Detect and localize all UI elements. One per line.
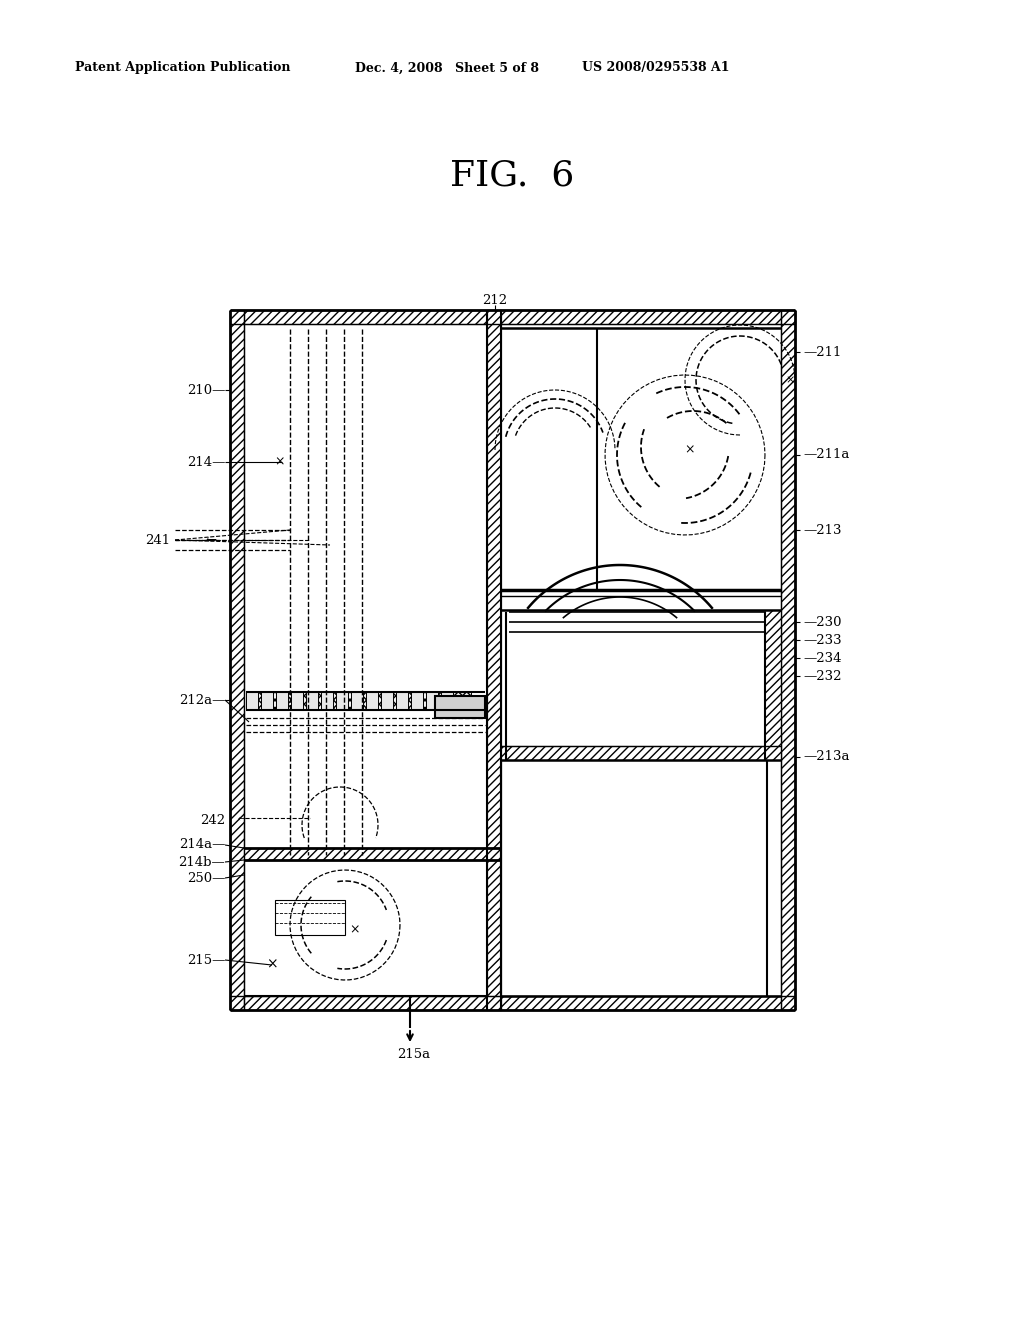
Bar bbox=[244, 847, 501, 861]
Bar bbox=[501, 746, 781, 760]
Text: 215a: 215a bbox=[397, 1048, 430, 1061]
Bar bbox=[230, 310, 244, 1010]
Bar bbox=[276, 692, 288, 710]
Text: 214b—: 214b— bbox=[178, 855, 225, 869]
Text: ×: × bbox=[350, 924, 360, 936]
Bar bbox=[261, 692, 273, 710]
Bar bbox=[366, 692, 378, 710]
Text: —211: —211 bbox=[803, 346, 842, 359]
Text: Sheet 5 of 8: Sheet 5 of 8 bbox=[455, 62, 539, 74]
Text: —233: —233 bbox=[803, 634, 842, 647]
Text: ×: × bbox=[785, 375, 795, 385]
Bar bbox=[275, 900, 345, 935]
Text: 214a—: 214a— bbox=[178, 838, 225, 851]
Bar bbox=[246, 692, 471, 710]
Text: US 2008/0295538 A1: US 2008/0295538 A1 bbox=[582, 62, 729, 74]
Text: ×: × bbox=[266, 958, 278, 972]
Text: ←: ← bbox=[238, 816, 246, 825]
Text: 214—: 214— bbox=[186, 455, 225, 469]
Text: 212: 212 bbox=[482, 293, 508, 306]
Bar bbox=[351, 692, 362, 710]
Text: 242: 242 bbox=[200, 813, 225, 826]
Text: 241: 241 bbox=[144, 533, 170, 546]
Bar bbox=[321, 692, 333, 710]
Bar bbox=[246, 692, 258, 710]
Text: 210—: 210— bbox=[186, 384, 225, 396]
Text: FIG.  6: FIG. 6 bbox=[450, 158, 574, 191]
Bar bbox=[381, 692, 393, 710]
Text: —234: —234 bbox=[803, 652, 842, 664]
Text: —213a: —213a bbox=[803, 751, 850, 763]
Text: Patent Application Publication: Patent Application Publication bbox=[75, 62, 291, 74]
Bar bbox=[244, 997, 501, 1010]
Bar bbox=[230, 997, 795, 1010]
Bar bbox=[487, 310, 501, 1010]
Text: —211a: —211a bbox=[803, 449, 849, 462]
Bar bbox=[781, 310, 795, 1010]
Text: 250—: 250— bbox=[186, 871, 225, 884]
Text: —232: —232 bbox=[803, 669, 842, 682]
Text: ×: × bbox=[685, 444, 695, 457]
Text: 215—: 215— bbox=[186, 953, 225, 966]
Bar bbox=[230, 310, 795, 323]
Bar bbox=[396, 692, 408, 710]
Bar bbox=[306, 692, 318, 710]
Bar bbox=[291, 692, 303, 710]
Bar bbox=[336, 692, 348, 710]
Text: ←: ← bbox=[205, 533, 216, 546]
Text: 212a—: 212a— bbox=[178, 693, 225, 706]
Bar bbox=[441, 692, 453, 710]
Bar bbox=[765, 610, 781, 760]
Text: —230: —230 bbox=[803, 615, 842, 628]
Text: —213: —213 bbox=[803, 524, 842, 536]
Text: Dec. 4, 2008: Dec. 4, 2008 bbox=[355, 62, 442, 74]
Bar bbox=[426, 692, 438, 710]
Bar bbox=[435, 696, 485, 718]
Text: ×: × bbox=[274, 455, 286, 469]
Bar bbox=[411, 692, 423, 710]
